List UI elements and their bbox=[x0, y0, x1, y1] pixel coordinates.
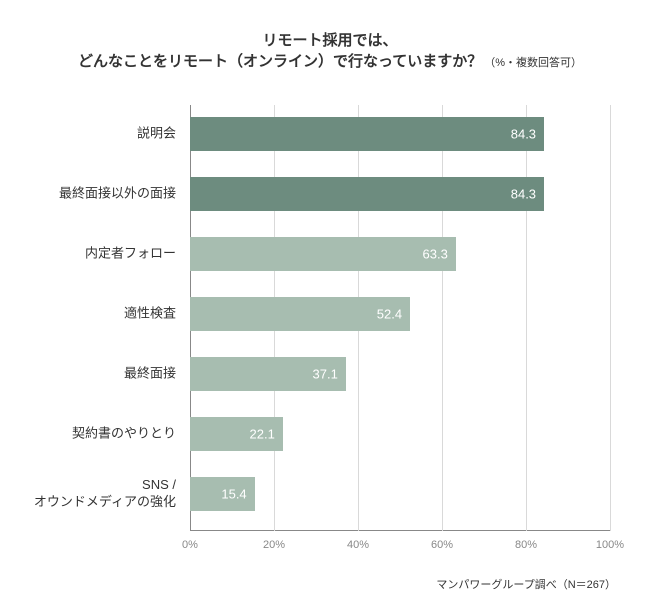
bar-row: 説明会84.3 bbox=[190, 117, 610, 151]
footer-note: マンパワーグループ調べ（N＝267） bbox=[436, 576, 616, 592]
bar-value-label: 63.3 bbox=[423, 247, 448, 262]
chart-container: リモート採用では、 どんなことをリモート（オンライン）で行なっていますか？（%・… bbox=[0, 0, 660, 610]
category-label: 説明会 bbox=[137, 126, 176, 143]
x-tick-label: 20% bbox=[263, 539, 285, 551]
bar-row: 最終面接以外の面接84.3 bbox=[190, 177, 610, 211]
category-label: SNS / オウンドメディアの強化 bbox=[34, 477, 176, 511]
grid-line bbox=[610, 105, 611, 531]
title-line-2-wrap: どんなことをリモート（オンライン）で行なっていますか？（%・複数回答可） bbox=[0, 51, 660, 73]
x-tick-label: 80% bbox=[515, 539, 537, 551]
category-label: 最終面接 bbox=[124, 366, 176, 383]
bar-row: SNS / オウンドメディアの強化15.4 bbox=[190, 477, 610, 511]
bar-value-label: 22.1 bbox=[250, 427, 275, 442]
category-label: 適性検査 bbox=[124, 306, 176, 323]
bar bbox=[190, 177, 544, 211]
bar-row: 内定者フォロー63.3 bbox=[190, 237, 610, 271]
x-tick-label: 40% bbox=[347, 539, 369, 551]
title-line-1: リモート採用では、 bbox=[0, 30, 660, 51]
category-label: 契約書のやりとり bbox=[72, 426, 176, 443]
bar-value-label: 52.4 bbox=[377, 307, 402, 322]
bar-row: 適性検査52.4 bbox=[190, 297, 610, 331]
title-note: （%・複数回答可） bbox=[484, 57, 582, 69]
x-axis bbox=[190, 530, 610, 531]
bar bbox=[190, 237, 456, 271]
bar-value-label: 37.1 bbox=[313, 367, 338, 382]
title-line-2: どんなことをリモート（オンライン）で行なっていますか？ bbox=[78, 53, 482, 70]
bar-row: 最終面接37.1 bbox=[190, 357, 610, 391]
bar-value-label: 15.4 bbox=[221, 487, 246, 502]
category-label: 最終面接以外の面接 bbox=[59, 186, 176, 203]
bar-value-label: 84.3 bbox=[511, 187, 536, 202]
bar bbox=[190, 117, 544, 151]
category-label: 内定者フォロー bbox=[85, 246, 176, 263]
plot-area: 0%20%40%60%80%100%説明会84.3最終面接以外の面接84.3内定… bbox=[190, 105, 610, 531]
bar-row: 契約書のやりとり22.1 bbox=[190, 417, 610, 451]
x-tick-label: 0% bbox=[182, 539, 198, 551]
chart-title: リモート採用では、 どんなことをリモート（オンライン）で行なっていますか？（%・… bbox=[0, 30, 660, 73]
x-tick-label: 60% bbox=[431, 539, 453, 551]
x-tick-label: 100% bbox=[596, 539, 624, 551]
bar-value-label: 84.3 bbox=[511, 127, 536, 142]
